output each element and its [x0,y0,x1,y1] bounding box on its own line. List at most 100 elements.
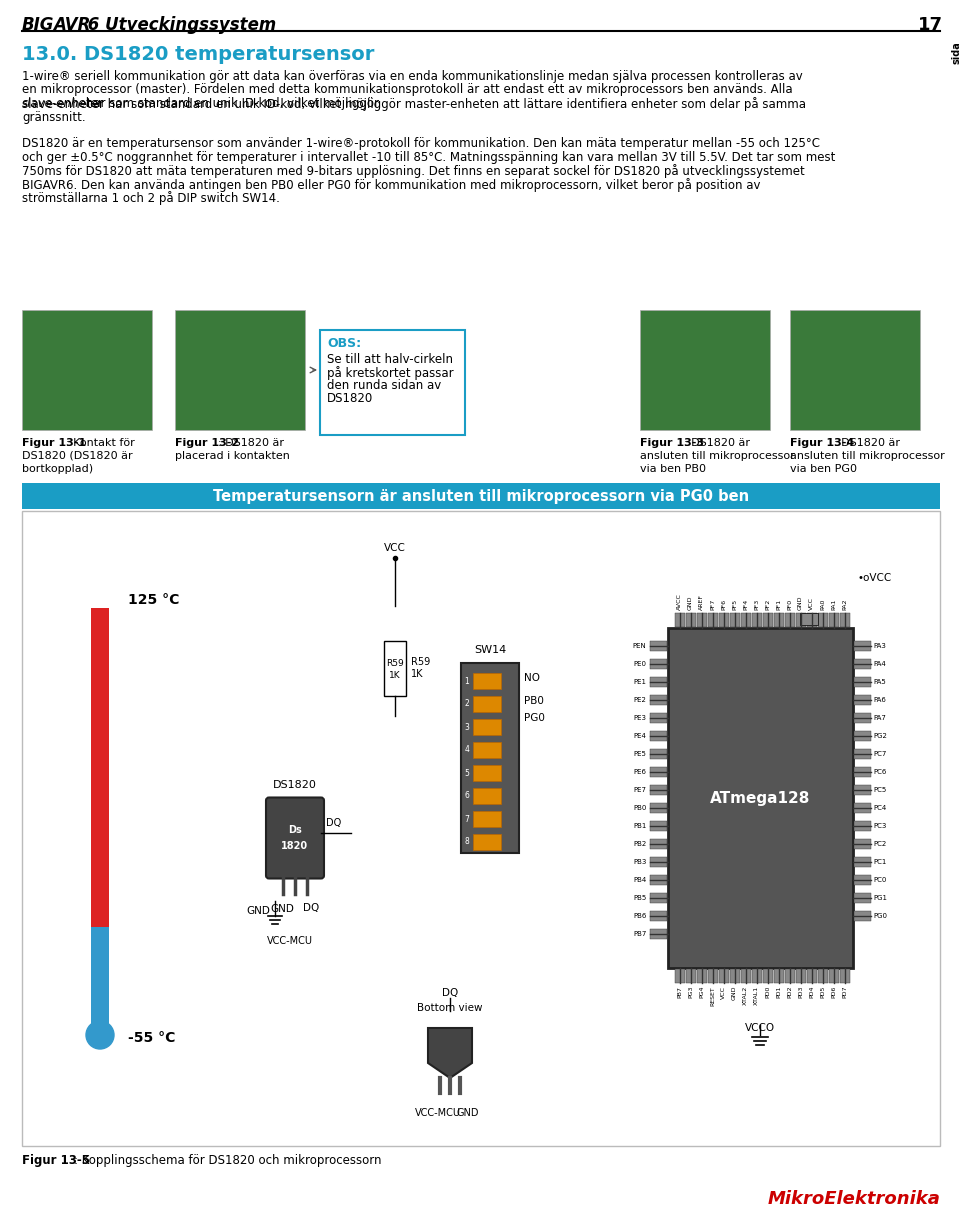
Text: Figur 13-4: Figur 13-4 [790,438,854,448]
Text: VCCO: VCCO [745,1023,775,1033]
Text: ansluten till mikroprocessor: ansluten till mikroprocessor [640,451,795,460]
Text: PA7: PA7 [874,715,886,721]
Text: PC1: PC1 [874,860,887,865]
Text: 6: 6 [465,792,469,801]
Bar [650,893,666,903]
Text: NO: NO [524,673,540,683]
Text: PB7: PB7 [677,986,682,998]
Text: BIGAVR6. Den kan använda antingen ben PB0 eller PG0 för kommunikation med mikrop: BIGAVR6. Den kan använda antingen ben PB… [22,178,760,192]
Text: placerad i kontakten: placerad i kontakten [175,451,290,460]
Text: PG0: PG0 [874,912,887,919]
Text: R59
1K: R59 1K [411,657,430,679]
Text: PB5: PB5 [634,895,646,901]
Text: PC2: PC2 [874,841,887,847]
Text: PA1: PA1 [831,598,836,610]
Text: PF6: PF6 [721,599,726,610]
Text: PA3: PA3 [874,643,886,650]
Text: via ben PB0: via ben PB0 [640,464,706,474]
Text: PC3: PC3 [874,823,887,829]
Text: PA2: PA2 [842,598,847,610]
Text: DQ: DQ [442,989,458,998]
Text: PD1: PD1 [776,986,781,998]
Text: 1-wire® seriell kommunikation gör att data kan överföras via en enda kommunikati: 1-wire® seriell kommunikation gör att da… [22,70,803,84]
Bar [650,839,666,849]
Text: Figur 13-1: Figur 13-1 [22,438,86,448]
Text: PE1: PE1 [634,679,646,685]
FancyBboxPatch shape [473,765,501,781]
Bar [774,613,783,628]
Bar [730,969,739,982]
Bar [650,768,666,777]
Bar [853,911,871,921]
Bar [650,731,666,740]
FancyBboxPatch shape [461,663,519,853]
Polygon shape [428,1028,472,1078]
Bar [718,969,729,982]
Text: 1: 1 [465,677,469,685]
Bar [752,613,761,628]
Text: har som standard en unik ID-kod, vilket möjliggör: har som standard en unik ID-kod, vilket … [82,97,383,111]
Bar [650,911,666,921]
Text: DS1820 (DS1820 är: DS1820 (DS1820 är [22,451,132,460]
Bar [685,613,695,628]
Text: på kretskortet passar: på kretskortet passar [327,366,454,379]
Bar [685,969,695,982]
FancyBboxPatch shape [473,673,501,689]
Text: PF5: PF5 [732,599,737,610]
Text: PE3: PE3 [634,715,646,721]
Text: PE7: PE7 [634,787,646,793]
Bar [650,785,666,795]
Text: PC0: PC0 [874,877,887,883]
Bar [853,857,871,867]
Text: PB1: PB1 [634,823,646,829]
Bar [708,969,717,982]
Text: PF1: PF1 [776,599,781,610]
Bar [784,613,795,628]
Bar [650,857,666,867]
Text: PD5: PD5 [820,986,825,998]
Text: Figur 13-3: Figur 13-3 [640,438,704,448]
FancyBboxPatch shape [473,810,501,826]
FancyBboxPatch shape [266,797,324,878]
Text: DS1820 är en temperatursensor som använder 1-wire®-protokoll för kommunikation. : DS1820 är en temperatursensor som använd… [22,138,820,151]
Text: PD0: PD0 [765,986,770,998]
Text: PG1: PG1 [874,895,887,901]
Text: Figur 13-5: Figur 13-5 [22,1154,90,1167]
Text: PB3: PB3 [634,860,646,865]
Text: PF7: PF7 [710,599,715,610]
Bar [650,749,666,759]
Text: XTAL1: XTAL1 [754,986,759,1006]
Text: RESET: RESET [710,986,715,1006]
Text: PA0: PA0 [820,598,825,610]
Bar [675,613,684,628]
Text: PC6: PC6 [874,769,887,775]
Text: PC7: PC7 [874,752,887,756]
Bar [774,969,783,982]
Bar [675,969,684,982]
Text: PF2: PF2 [765,599,770,610]
Text: 1K: 1K [389,672,401,680]
Text: AVCC: AVCC [677,593,682,610]
Text: slave-enheter har som standard en unik ID-kod, vilket möjliggör master-enheten a: slave-enheter har som standard en unik I… [22,97,806,111]
FancyBboxPatch shape [473,834,501,850]
Text: -55 °C: -55 °C [128,1032,176,1045]
Text: via ben PG0: via ben PG0 [790,464,857,474]
Text: MikroElektronika: MikroElektronika [767,1190,940,1208]
Text: Se till att halv-cirkeln: Se till att halv-cirkeln [327,352,453,366]
Bar [828,613,838,628]
Text: PG4: PG4 [699,986,704,998]
FancyBboxPatch shape [640,309,770,430]
Text: PE2: PE2 [634,698,646,702]
Text: PB0: PB0 [524,696,544,706]
Text: GND: GND [457,1108,479,1117]
Bar [708,613,717,628]
Bar [784,969,795,982]
Bar [853,803,871,813]
Bar [800,613,818,625]
Bar [730,613,739,628]
Text: XTAL2: XTAL2 [743,986,748,1006]
Text: och ger ±0.5°C noggrannhet för temperaturer i intervallet -10 till 85°C. Matning: och ger ±0.5°C noggrannhet för temperatu… [22,151,835,165]
Text: Ds: Ds [288,825,301,835]
Bar [650,803,666,813]
Text: VCC-MCU: VCC-MCU [415,1108,461,1117]
